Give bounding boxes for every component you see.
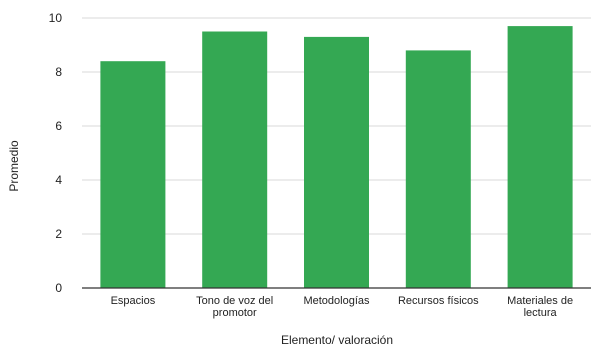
x-tick-label: Espacios — [111, 295, 156, 307]
y-tick-label: 0 — [55, 281, 62, 295]
bar — [405, 50, 471, 289]
x-tick-label: Tono de voz del promotor — [196, 295, 273, 319]
label-layer: 0 2 4 6 8 10 Espacios Tono de voz del promotor Me… — [49, 11, 573, 319]
x-axis-title: Elemento/ valoración — [281, 333, 393, 347]
y-tick-label: 10 — [49, 11, 63, 25]
bar — [100, 61, 166, 289]
y-axis-title: Promedio — [7, 140, 21, 192]
bar — [507, 26, 573, 288]
x-tick-label: Recursos físicos — [398, 295, 479, 307]
bar — [202, 31, 268, 288]
bar-layer — [100, 26, 573, 289]
y-tick-label: 8 — [55, 65, 62, 79]
y-tick-label: 4 — [55, 173, 62, 187]
y-tick-label: 6 — [55, 119, 62, 133]
y-tick-label: 2 — [55, 227, 62, 241]
x-tick-label: Materiales de lectura — [507, 295, 573, 319]
x-tick-label: Metodologías — [303, 295, 370, 307]
bar — [304, 36, 369, 289]
